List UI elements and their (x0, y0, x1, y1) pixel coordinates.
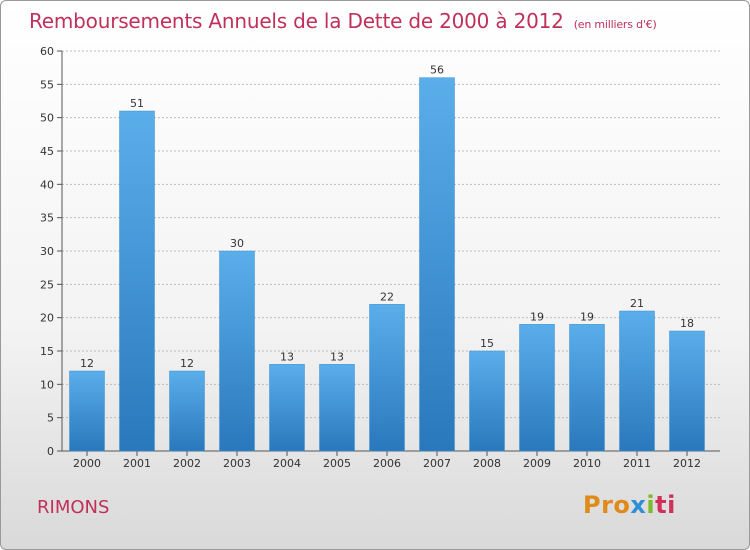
y-tick-label: 25 (40, 278, 54, 291)
y-tick-label: 15 (40, 345, 54, 358)
logo-part-4: ti (655, 491, 676, 519)
chart-title-text: Remboursements Annuels de la Dette de 20… (29, 9, 564, 33)
bar-2006 (369, 304, 405, 452)
x-tick-label: 2007 (423, 457, 451, 470)
bar-2005 (319, 364, 355, 452)
y-tick-label: 30 (40, 245, 54, 258)
y-tick-label: 5 (47, 412, 54, 425)
x-tick-label: 2004 (273, 457, 301, 470)
bar-value-label: 56 (430, 64, 444, 77)
x-tick-label: 2002 (173, 457, 201, 470)
y-tick-label: 0 (47, 445, 54, 458)
bar-2011 (619, 310, 655, 452)
bar-value-label: 51 (130, 97, 144, 110)
x-tick-label: 2012 (673, 457, 701, 470)
logo-part-1: Pro (583, 491, 631, 519)
chart-unit: (en milliers d'€) (573, 18, 657, 31)
x-tick-label: 2009 (523, 457, 551, 470)
y-tick-label: 35 (40, 212, 54, 225)
y-tick-label: 50 (40, 112, 54, 125)
bar-value-label: 13 (280, 350, 294, 363)
logo-part-2: x (630, 491, 647, 519)
bar-value-label: 12 (180, 357, 194, 370)
y-tick-label: 40 (40, 178, 54, 191)
logo-part-3: i (646, 491, 656, 519)
place-name: RIMONS (37, 497, 110, 518)
y-tick-label: 55 (40, 78, 54, 91)
bar-2004 (269, 364, 305, 452)
x-tick-label: 2001 (123, 457, 151, 470)
y-tick-label: 60 (40, 45, 54, 58)
bar-value-label: 19 (580, 310, 594, 323)
bar-2009 (519, 324, 555, 452)
bar-value-label: 15 (480, 337, 494, 350)
bar-2007 (419, 77, 455, 452)
bar-2008 (469, 350, 505, 452)
bar-value-label: 13 (330, 350, 344, 363)
bar-value-label: 12 (80, 357, 94, 370)
x-tick-label: 2005 (323, 457, 351, 470)
y-tick-label: 20 (40, 312, 54, 325)
bars (69, 77, 705, 452)
bar-2010 (569, 324, 605, 452)
bar-value-label: 19 (530, 310, 544, 323)
bar-2002 (169, 370, 205, 452)
x-tick-label: 2010 (573, 457, 601, 470)
bar-value-label: 22 (380, 290, 394, 303)
bar-2001 (119, 110, 155, 452)
bar-value-label: 18 (680, 317, 694, 330)
x-tick-label: 2006 (373, 457, 401, 470)
bar-2003 (219, 250, 255, 452)
bar-2000 (69, 370, 105, 452)
y-tick-label: 10 (40, 378, 54, 391)
x-tick-label: 2011 (623, 457, 651, 470)
x-tick-label: 2008 (473, 457, 501, 470)
labels: 0 5 10 15 20 25 30 35 40 45 50 55 60 12 2000 51 2001 12 20… (40, 45, 701, 470)
chart-title: Remboursements Annuels de la Dette de 20… (29, 9, 657, 33)
x-tick-label: 2003 (223, 457, 251, 470)
x-tick-label: 2000 (73, 457, 101, 470)
bar-value-label: 21 (630, 297, 644, 310)
bar-2012 (669, 330, 705, 452)
proxiti-logo: Proxiti (583, 491, 676, 519)
bar-value-label: 30 (230, 237, 244, 250)
y-tick-label: 45 (40, 145, 54, 158)
